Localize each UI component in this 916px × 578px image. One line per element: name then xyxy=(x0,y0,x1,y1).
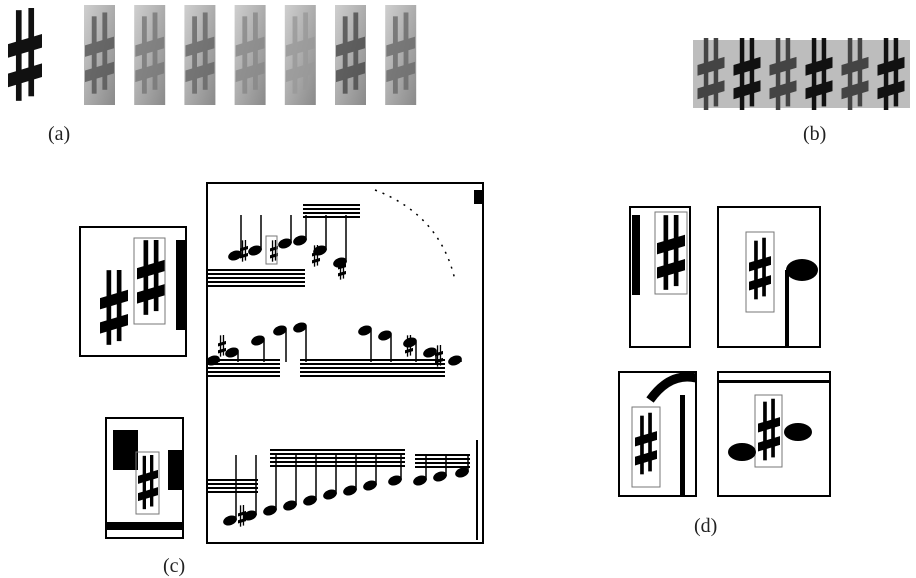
stem xyxy=(785,270,789,347)
caption: (a) xyxy=(48,123,70,145)
stem xyxy=(176,240,186,330)
caption: (b) xyxy=(803,123,826,145)
panel-b: (b) xyxy=(693,34,910,145)
figure: (a) (b) (c) xyxy=(0,0,916,578)
panel-d: (d) xyxy=(619,207,830,537)
strip xyxy=(693,40,910,108)
stem xyxy=(680,395,685,495)
crop xyxy=(80,227,186,356)
staff-line xyxy=(718,380,830,383)
notehead xyxy=(786,259,818,281)
sharp-sample xyxy=(8,6,42,101)
caption: (d) xyxy=(694,515,717,537)
barline xyxy=(474,190,482,204)
stem xyxy=(632,215,640,295)
panel-a: (a) xyxy=(8,5,416,145)
blob xyxy=(113,430,138,470)
blob xyxy=(168,450,183,490)
page: (a) (b) (c) xyxy=(0,0,916,578)
notehead xyxy=(728,443,756,461)
caption: (c) xyxy=(163,555,185,577)
panel-c: (c) xyxy=(80,183,483,577)
notehead xyxy=(784,423,812,441)
filter-tiles xyxy=(84,5,416,105)
beam xyxy=(106,522,183,530)
